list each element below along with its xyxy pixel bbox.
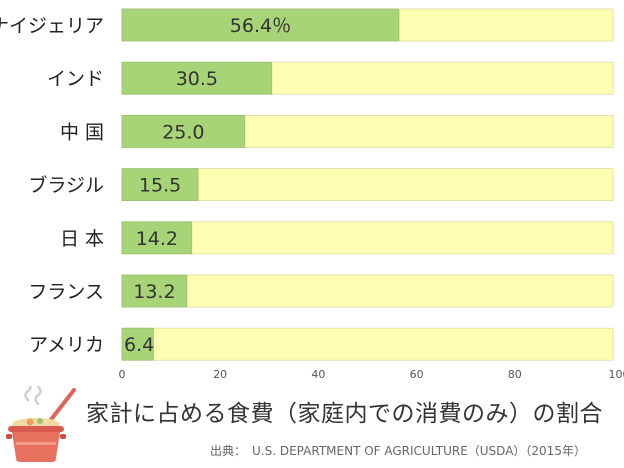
bar [121,8,400,42]
data-label: 13.2 [133,281,175,303]
x-tick-label: 80 [508,368,522,381]
data-label: 56.4％ [230,15,291,37]
x-tick-label: 20 [213,368,227,381]
bar [121,274,188,308]
bar [121,327,154,361]
x-tick-label: 100 [609,368,624,381]
bar-remainder [121,168,614,202]
chart-footer: 家計に占める食費（家庭内での消費のみ）の割合 出典： U.S. DEPARTMEN… [0,382,624,468]
x-tick-label: 60 [410,368,424,381]
x-tick-label: 40 [311,368,325,381]
bars-layer: ナイジェリア 56.4％ インド 30.5 中 国 25.0 ブラジル 15.5 日 本 14.2… [0,8,614,361]
source-text: U.S. DEPARTMENT OF AGRICULTURE（USDA）（201… [252,444,586,458]
bar [121,221,193,255]
data-label: 6.4 [124,334,154,356]
bar-remainder [121,327,614,361]
category-label: ブラジル [28,174,104,197]
category-label: 日 本 [60,228,104,250]
data-label: 15.5 [139,175,181,197]
chart-title: 家計に占める食費（家庭内での消費のみ）の割合 [86,401,603,427]
category-label: フランス [28,281,104,303]
data-label: 25.0 [162,121,204,143]
x-tick-label: 0 [119,368,126,381]
category-label: インド [47,68,104,90]
bar-remainder [121,221,614,255]
data-label: 30.5 [176,68,218,90]
cooking-pot-icon [6,386,76,462]
source-line: 出典： U.S. DEPARTMENT OF AGRICULTURE（USDA）（… [210,442,592,459]
bar-remainder [121,274,614,308]
category-label: ナイジェリア [0,15,104,37]
x-axis-ticks: 0 20 40 60 80 100 [119,368,624,381]
data-label: 14.2 [136,228,178,250]
bar [121,61,273,95]
bar [121,115,246,148]
category-label: アメリカ [29,334,104,356]
source-prefix: 出典： [210,444,247,458]
category-label: 中 国 [60,121,104,143]
bar-chart: ナイジェリア 56.4％ インド 30.5 中 国 25.0 ブラジル 15.5 日 本 14.2… [0,8,624,381]
bar [121,168,199,202]
